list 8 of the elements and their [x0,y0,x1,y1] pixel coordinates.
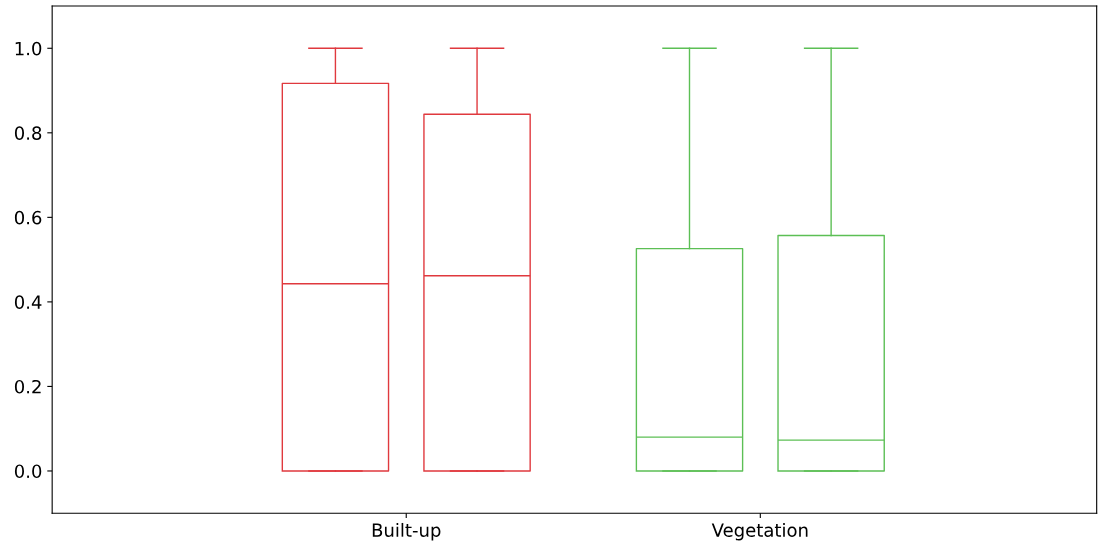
y-tick-label: 0.0 [14,464,42,479]
y-tick-label: 0.6 [14,210,42,225]
x-tick-label: Built-up [372,522,441,541]
y-tick-label: 0.2 [14,379,41,394]
y-tick-label: 0.4 [14,295,42,310]
y-tick-label: 0.8 [14,126,42,140]
y-tick-label: 1.0 [15,41,42,56]
x-tick-label: Vegetation [711,522,808,541]
